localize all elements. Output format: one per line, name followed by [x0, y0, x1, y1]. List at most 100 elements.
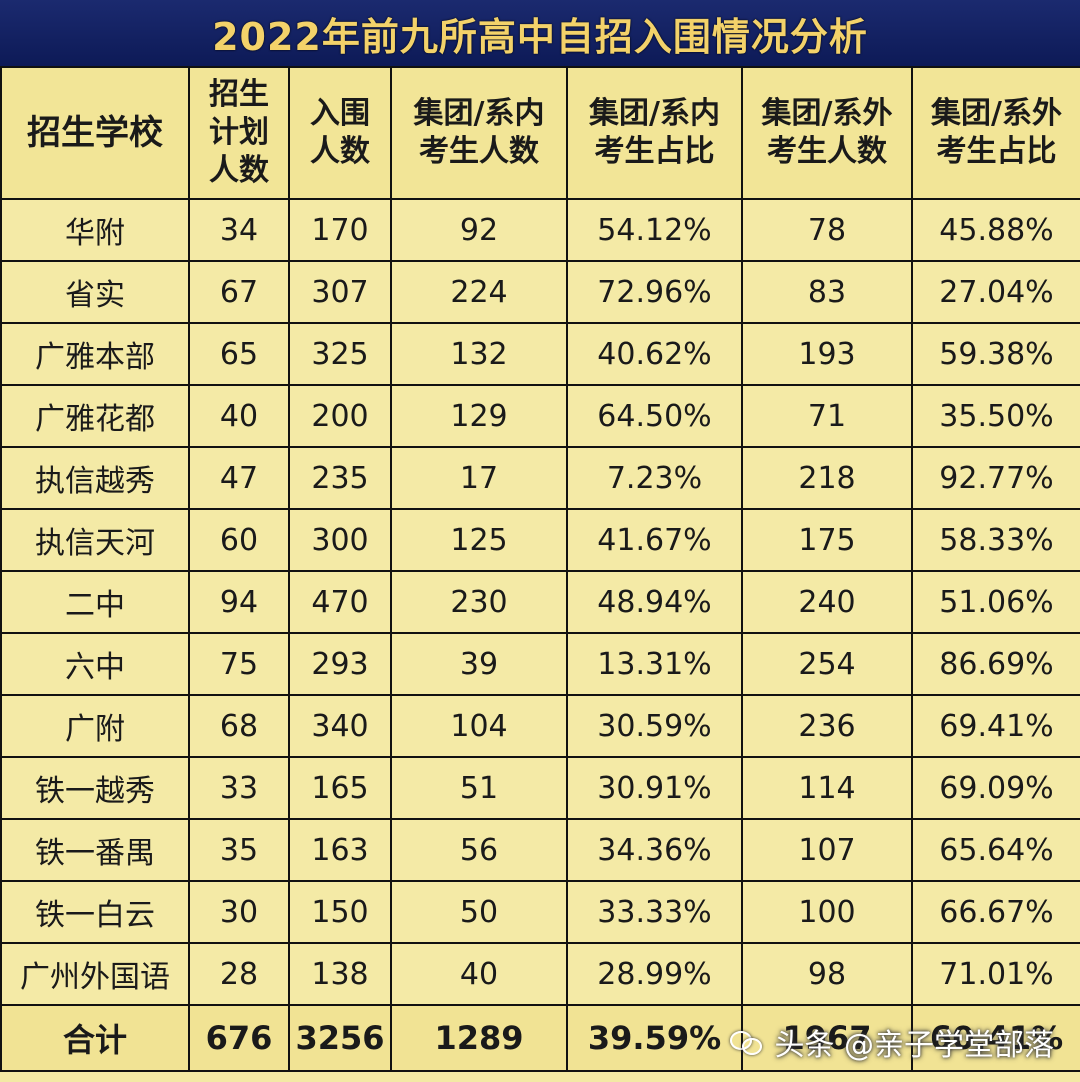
cell-plan: 28 [188, 942, 290, 1006]
cell-internal-ratio: 28.99% [566, 942, 743, 1006]
table-body: 华附 34 170 92 54.12% 78 45.88% 省实 67 307 224 72.96% 8… [0, 198, 1080, 1006]
cell-internal-ratio: 72.96% [566, 260, 743, 324]
cell-plan: 65 [188, 322, 290, 386]
cell-internal-ratio: 64.50% [566, 384, 743, 448]
header-internal-count: 集团/系内 考生人数 [390, 66, 568, 200]
cell-external-ratio: 65.64% [911, 818, 1080, 882]
cell-shortlisted: 165 [288, 756, 392, 820]
table-row: 二中 94 470 230 48.94% 240 51.06% [0, 570, 1080, 634]
cell-school: 执信天河 [0, 508, 190, 572]
cell-external-ratio: 35.50% [911, 384, 1080, 448]
table-row: 广雅本部 65 325 132 40.62% 193 59.38% [0, 322, 1080, 386]
header-external-count: 集团/系外 考生人数 [741, 66, 913, 200]
cell-plan: 67 [188, 260, 290, 324]
cell-external-ratio: 51.06% [911, 570, 1080, 634]
total-external-count: 1967 [741, 1004, 913, 1072]
cell-shortlisted: 150 [288, 880, 392, 944]
cell-external-ratio: 69.41% [911, 694, 1080, 758]
wechat-icon [730, 1029, 764, 1055]
total-plan: 676 [188, 1004, 290, 1072]
cell-internal-count: 39 [390, 632, 568, 696]
admission-table: 招生学校 招生 计划 人数 入围 人数 集团/系内 考生人数 集团/系内 考生占比 集团/… [0, 66, 1080, 1072]
cell-plan: 35 [188, 818, 290, 882]
cell-external-ratio: 27.04% [911, 260, 1080, 324]
table-row: 广雅花都 40 200 129 64.50% 71 35.50% [0, 384, 1080, 448]
cell-plan: 68 [188, 694, 290, 758]
cell-internal-count: 125 [390, 508, 568, 572]
table-row: 铁一白云 30 150 50 33.33% 100 66.67% [0, 880, 1080, 944]
total-external-ratio: 60.41% [911, 1004, 1080, 1072]
cell-internal-count: 50 [390, 880, 568, 944]
table-row: 省实 67 307 224 72.96% 83 27.04% [0, 260, 1080, 324]
cell-internal-count: 132 [390, 322, 568, 386]
cell-internal-count: 224 [390, 260, 568, 324]
cell-school: 广雅本部 [0, 322, 190, 386]
cell-plan: 75 [188, 632, 290, 696]
header-plan: 招生 计划 人数 [188, 66, 290, 200]
cell-external-count: 83 [741, 260, 913, 324]
cell-external-count: 114 [741, 756, 913, 820]
cell-school: 执信越秀 [0, 446, 190, 510]
cell-internal-ratio: 7.23% [566, 446, 743, 510]
cell-school: 广州外国语 [0, 942, 190, 1006]
cell-shortlisted: 470 [288, 570, 392, 634]
cell-plan: 40 [188, 384, 290, 448]
table-row: 执信天河 60 300 125 41.67% 175 58.33% [0, 508, 1080, 572]
table-row: 铁一越秀 33 165 51 30.91% 114 69.09% [0, 756, 1080, 820]
cell-internal-count: 104 [390, 694, 568, 758]
table-row: 华附 34 170 92 54.12% 78 45.88% [0, 198, 1080, 262]
cell-school: 六中 [0, 632, 190, 696]
cell-shortlisted: 340 [288, 694, 392, 758]
cell-external-count: 240 [741, 570, 913, 634]
cell-school: 广附 [0, 694, 190, 758]
cell-external-ratio: 66.67% [911, 880, 1080, 944]
cell-internal-ratio: 40.62% [566, 322, 743, 386]
cell-internal-ratio: 54.12% [566, 198, 743, 262]
cell-external-ratio: 92.77% [911, 446, 1080, 510]
total-internal-count: 1289 [390, 1004, 568, 1072]
cell-internal-ratio: 30.59% [566, 694, 743, 758]
cell-plan: 34 [188, 198, 290, 262]
cell-external-count: 100 [741, 880, 913, 944]
cell-external-count: 98 [741, 942, 913, 1006]
cell-internal-ratio: 41.67% [566, 508, 743, 572]
page-title: 2022年前九所高中自招入围情况分析 [212, 14, 868, 59]
title-bar: 2022年前九所高中自招入围情况分析 [0, 0, 1080, 66]
cell-plan: 60 [188, 508, 290, 572]
table-row: 广附 68 340 104 30.59% 236 69.41% [0, 694, 1080, 758]
cell-shortlisted: 325 [288, 322, 392, 386]
table-row: 广州外国语 28 138 40 28.99% 98 71.01% [0, 942, 1080, 1006]
cell-shortlisted: 293 [288, 632, 392, 696]
cell-shortlisted: 170 [288, 198, 392, 262]
cell-shortlisted: 200 [288, 384, 392, 448]
cell-external-count: 236 [741, 694, 913, 758]
cell-shortlisted: 300 [288, 508, 392, 572]
cell-internal-ratio: 30.91% [566, 756, 743, 820]
total-internal-ratio: 39.59% [566, 1004, 743, 1072]
cell-internal-ratio: 13.31% [566, 632, 743, 696]
cell-external-ratio: 71.01% [911, 942, 1080, 1006]
header-school: 招生学校 [0, 66, 190, 200]
cell-internal-count: 51 [390, 756, 568, 820]
total-shortlisted: 3256 [288, 1004, 392, 1072]
cell-external-count: 254 [741, 632, 913, 696]
table-row: 执信越秀 47 235 17 7.23% 218 92.77% [0, 446, 1080, 510]
total-row: 合计 676 3256 1289 39.59% 1967 60.41% [0, 1004, 1080, 1072]
cell-external-ratio: 45.88% [911, 198, 1080, 262]
cell-shortlisted: 235 [288, 446, 392, 510]
cell-school: 铁一越秀 [0, 756, 190, 820]
table-row: 六中 75 293 39 13.31% 254 86.69% [0, 632, 1080, 696]
cell-school: 广雅花都 [0, 384, 190, 448]
cell-plan: 30 [188, 880, 290, 944]
cell-internal-ratio: 48.94% [566, 570, 743, 634]
cell-shortlisted: 138 [288, 942, 392, 1006]
cell-internal-count: 92 [390, 198, 568, 262]
cell-external-count: 193 [741, 322, 913, 386]
header-shortlisted: 入围 人数 [288, 66, 392, 200]
cell-external-count: 107 [741, 818, 913, 882]
cell-internal-count: 40 [390, 942, 568, 1006]
cell-internal-count: 129 [390, 384, 568, 448]
cell-school: 铁一白云 [0, 880, 190, 944]
cell-external-ratio: 86.69% [911, 632, 1080, 696]
cell-internal-count: 230 [390, 570, 568, 634]
